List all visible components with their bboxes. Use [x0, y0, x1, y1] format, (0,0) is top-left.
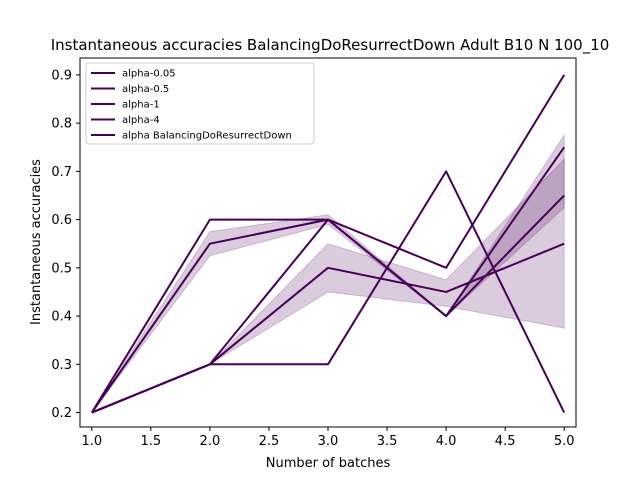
x-tick-label: 1.5 — [141, 434, 162, 449]
chart-title: Instantaneous accuracies BalancingDoResu… — [51, 36, 610, 55]
y-axis-ticks: 0.2 0.3 0.4 0.5 0.6 0.7 0.8 0.9 — [51, 68, 80, 421]
y-tick-label: 0.3 — [51, 358, 72, 373]
x-tick-label: 4.0 — [436, 434, 457, 449]
series-line-5 — [91, 74, 566, 414]
y-tick-label: 0.2 — [51, 406, 72, 421]
y-tick-label: 0.4 — [51, 310, 72, 325]
x-tick-label: 3.5 — [377, 434, 398, 449]
y-tick-label: 0.8 — [51, 117, 72, 132]
confidence-band-1 — [91, 133, 565, 413]
x-tick-label: 5.0 — [554, 434, 575, 449]
y-tick-label: 0.7 — [51, 165, 72, 180]
x-tick-label: 3.0 — [318, 434, 339, 449]
y-axis-label: Instantaneous accuracies — [29, 159, 44, 325]
confidence-bands — [91, 133, 565, 413]
legend-label: alpha-4 — [122, 115, 160, 126]
confidence-band-2 — [91, 158, 565, 413]
legend-label: alpha-1 — [122, 100, 160, 111]
legend-label: alpha-0.05 — [122, 69, 176, 80]
legend-box — [85, 62, 315, 145]
x-tick-label: 4.5 — [495, 434, 516, 449]
series-lines — [90, 74, 566, 414]
legend: alpha-0.05 alpha-0.5 alpha-1 alpha-4 alpha B… — [85, 62, 315, 145]
y-tick-label: 0.6 — [51, 213, 72, 228]
x-tick-label: 1.0 — [81, 434, 102, 449]
x-axis-label: Number of batches — [266, 456, 391, 471]
y-tick-label: 0.5 — [51, 261, 72, 276]
y-tick-label: 0.9 — [51, 68, 72, 83]
legend-label: alpha-0.5 — [122, 84, 169, 95]
x-tick-label: 2.0 — [200, 434, 221, 449]
x-axis-ticks: 1.0 1.5 2.0 2.5 3.0 3.5 4.0 4.5 5.0 — [81, 427, 575, 449]
legend-label: alpha BalancingDoResurrectDown — [122, 131, 292, 142]
x-tick-label: 2.5 — [259, 434, 280, 449]
